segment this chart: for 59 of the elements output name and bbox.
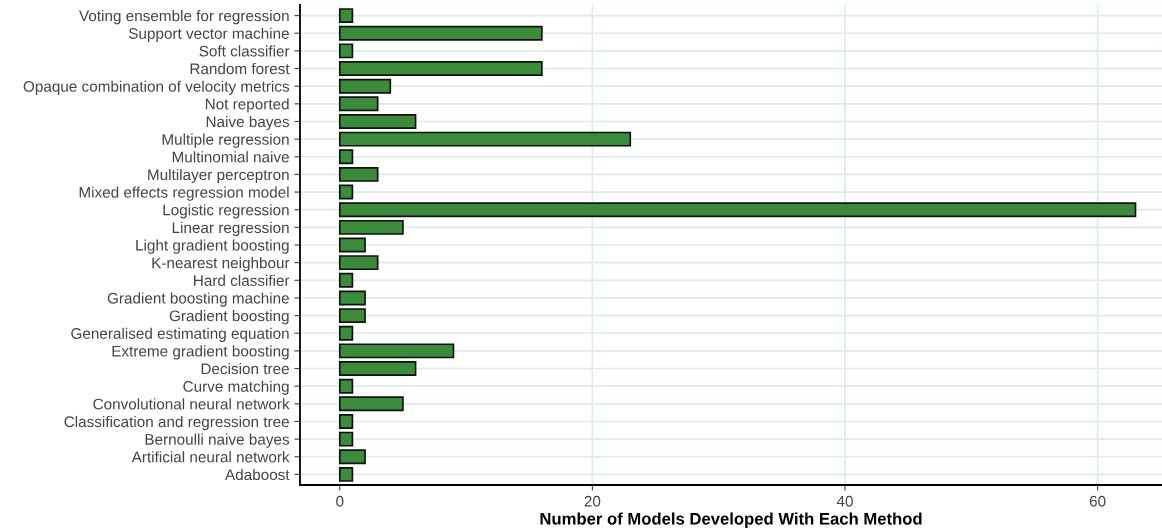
bar (338, 343, 455, 359)
y-tick-label: Random forest (190, 62, 290, 75)
bar (338, 166, 379, 182)
y-tick-label: Gradient boosting machine (107, 292, 289, 307)
bar (338, 78, 392, 94)
y-tick-label: Linear regression (172, 221, 289, 237)
bar (338, 449, 366, 465)
bar (338, 396, 404, 412)
y-tick-label: Artificial neural network (131, 451, 290, 463)
y-tick-label: Multinomial naive (172, 151, 289, 163)
y-tick-label: Not reported (205, 98, 289, 113)
y-tick-label: Mixed effects regression model (79, 186, 289, 201)
y-tick-label: Bernoulli naive bayes (145, 433, 290, 448)
bar (338, 325, 354, 341)
bar (338, 219, 404, 235)
bar (338, 25, 543, 41)
bar (338, 202, 1137, 218)
y-tick-label: Convolutional neural network (93, 398, 290, 410)
y-tick-label: Curve matching (183, 380, 289, 395)
bar (338, 414, 354, 429)
y-tick-label: Support vector machine (128, 27, 289, 42)
y-tick-label: Logistic regression (163, 204, 289, 219)
x-tick-label: 60 (1089, 495, 1106, 507)
bar (338, 8, 354, 24)
y-tick-label: Hard classifier (194, 274, 290, 286)
bar (338, 131, 632, 147)
bar (338, 308, 366, 324)
bar (338, 237, 366, 253)
bar (338, 114, 417, 129)
bar (338, 290, 366, 306)
bar (338, 96, 379, 112)
bar (338, 149, 354, 165)
y-tick-label: Adaboost (225, 468, 290, 481)
y-tick-label: Soft classifier (199, 45, 290, 57)
bar (338, 431, 354, 447)
y-tick-label: Classification and regression tree (64, 415, 289, 431)
x-axis-title: Number of Models Developed With Each Method (540, 512, 922, 528)
bar (338, 466, 354, 482)
y-tick-label: Decision tree (201, 362, 289, 375)
bar (338, 61, 543, 76)
x-tick-label: 20 (584, 495, 601, 507)
y-tick-label: Naive bayes (206, 115, 290, 131)
y-tick-label: Multiple regression (162, 133, 289, 148)
bar (338, 43, 354, 59)
y-tick-label: Extreme gradient boosting (112, 345, 289, 360)
y-tick-label: Gradient boosting (169, 310, 289, 325)
bar (338, 378, 354, 394)
y-tick-label: Opaque combination of velocity metrics (23, 80, 290, 95)
y-tick-label: Light gradient boosting (136, 239, 289, 254)
bar (338, 272, 354, 288)
y-tick-label: Multilayer perceptron (148, 168, 289, 184)
x-tick-label: 0 (336, 495, 344, 507)
y-tick-label: K-nearest neighbour (152, 257, 290, 272)
x-tick-label: 40 (836, 495, 853, 507)
bar (338, 361, 417, 376)
y-tick-label: Generalised estimating equation (71, 327, 289, 342)
bar (338, 255, 379, 271)
bar (338, 184, 354, 200)
y-tick-label: Voting ensemble for regression (79, 10, 289, 25)
